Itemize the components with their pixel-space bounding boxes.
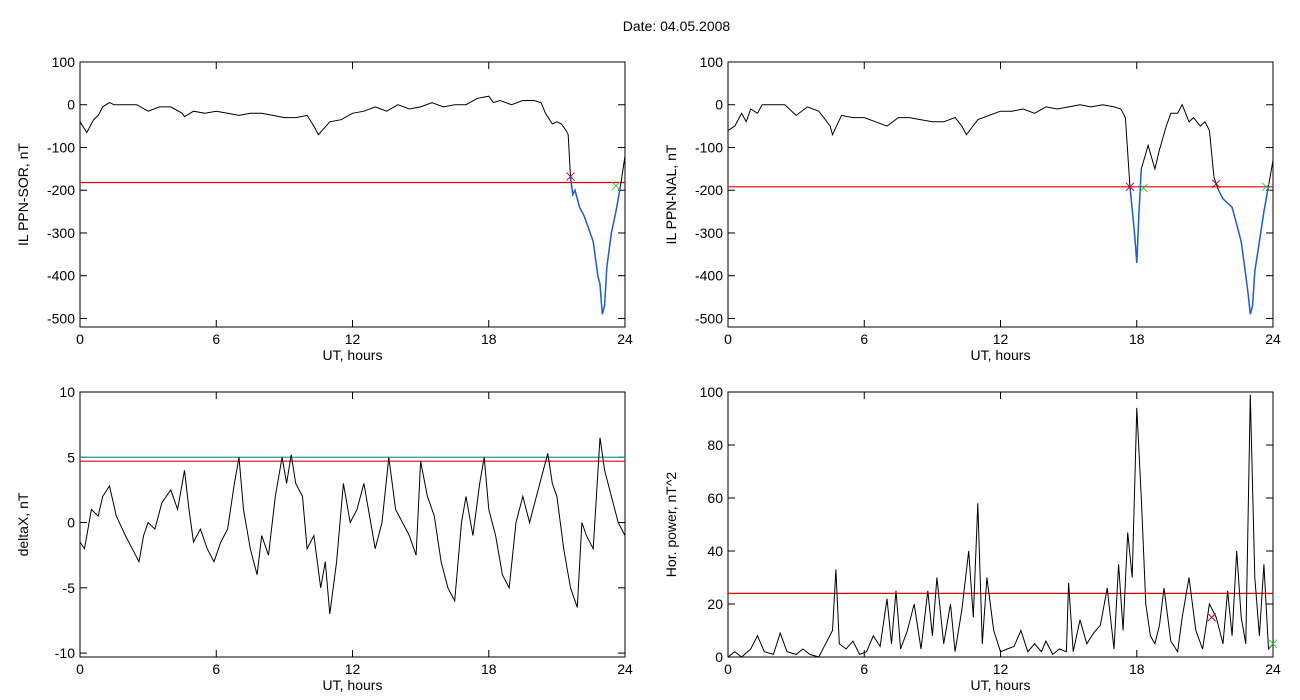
y-tick-label: -200: [695, 182, 723, 198]
highlight-segment: [1129, 168, 1143, 263]
x-tick-label: 6: [212, 661, 220, 677]
y-tick-label: 0: [715, 649, 723, 665]
marker-stroke: [566, 172, 575, 181]
y-tick-label: -10: [55, 645, 75, 661]
panel-hor-power: 0 6 12 18 24 100 80 60 40 20 0 Hor. power, nT^2 UT, …: [663, 384, 1281, 693]
y-tick-label: -5: [63, 580, 76, 596]
y-tick-label: 100: [700, 384, 724, 400]
y-tick-label: 100: [700, 54, 724, 70]
y-axis-label: Hor. power, nT^2: [663, 472, 679, 578]
marker-stroke: [1207, 612, 1217, 622]
x-tick-label: 6: [860, 661, 868, 677]
x-tick-label: 24: [617, 331, 633, 347]
event-start-marker: [566, 172, 575, 181]
highlight-segment: [1217, 185, 1270, 315]
page-title: Date: 04.05.2008: [622, 18, 731, 34]
x-tick-label: 18: [1129, 661, 1145, 677]
y-axis-label: IL PPN-NAL, nT: [663, 144, 679, 244]
y-tick-label: -300: [47, 225, 75, 241]
event-end-marker: [1268, 639, 1278, 649]
y-axis-label: IL PPN-SOR, nT: [15, 143, 31, 246]
x-tick-label: 18: [481, 331, 497, 347]
y-tick-label: 80: [707, 437, 723, 453]
panel-deltax: 0 6 12 18 24 10 5 0 -5 -10 deltaX, nT UT, hours: [15, 384, 633, 693]
y-tick-label: 0: [67, 515, 75, 531]
y-tick-label: 60: [707, 490, 723, 506]
series-line: [727, 103, 1274, 315]
x-axis-label: UT, hours: [323, 347, 383, 363]
x-tick-label: 0: [724, 331, 732, 347]
y-tick-label: 5: [67, 449, 75, 465]
x-axis-label: UT, hours: [971, 677, 1031, 693]
y-tick-label: 20: [707, 596, 723, 612]
x-tick-label: 12: [993, 661, 1009, 677]
y-axis-label: deltaX, nT: [15, 492, 31, 556]
y-tick-label: 40: [707, 543, 723, 559]
marker-stroke: [1125, 182, 1135, 192]
x-tick-label: 18: [481, 661, 497, 677]
event-end-marker: [1139, 183, 1148, 193]
x-tick-label: 24: [1265, 661, 1281, 677]
plot-frame: [727, 391, 1274, 658]
panel-il-ppn-nal: 0 6 12 18 24 100 0 -100 -200 -300 -400 -500 IL PPN-N…: [663, 54, 1281, 363]
plot-frame: [727, 61, 1274, 328]
x-tick-label: 24: [1265, 331, 1281, 347]
event-end-marker: [611, 181, 621, 191]
x-tick-label: 0: [76, 661, 84, 677]
highlight-segment: [569, 177, 622, 315]
panel-il-ppn-sor: 0 6 12 18 24 100 0 -100 -200 -300 -400 -500 IL PPN-S…: [15, 54, 633, 363]
y-tick-label: -500: [47, 310, 75, 326]
y-tick-label: -100: [695, 139, 723, 155]
plot-frame: [79, 61, 626, 328]
y-tick-label: -400: [47, 268, 75, 284]
y-tick-label: 0: [715, 97, 723, 113]
series-line: [727, 394, 1274, 658]
y-tick-label: -400: [695, 268, 723, 284]
y-tick-label: -500: [695, 310, 723, 326]
x-axis-label: UT, hours: [971, 347, 1031, 363]
x-tick-label: 6: [860, 331, 868, 347]
y-tick-label: 10: [59, 384, 75, 400]
x-tick-label: 12: [993, 331, 1009, 347]
y-tick-label: -100: [47, 139, 75, 155]
plot-frame: [79, 391, 626, 658]
marker-stroke: [1268, 639, 1278, 649]
x-tick-label: 0: [724, 661, 732, 677]
x-tick-label: 0: [76, 331, 84, 347]
marker-stroke: [611, 181, 621, 191]
x-tick-label: 6: [212, 331, 220, 347]
x-tick-label: 12: [345, 661, 361, 677]
series-line: [79, 95, 626, 315]
y-tick-label: 0: [67, 97, 75, 113]
event-start-marker: [1211, 179, 1221, 189]
y-tick-label: 100: [52, 54, 76, 70]
x-tick-label: 18: [1129, 331, 1145, 347]
y-tick-label: -200: [47, 182, 75, 198]
y-tick-label: -300: [695, 225, 723, 241]
marker-stroke: [1261, 182, 1271, 192]
event-start-marker: [1125, 182, 1135, 192]
event-start-marker: [1207, 612, 1217, 622]
x-axis-label: UT, hours: [323, 677, 383, 693]
x-tick-label: 24: [617, 661, 633, 677]
marker-stroke: [1211, 179, 1221, 189]
x-tick-label: 12: [345, 331, 361, 347]
event-end-marker: [1261, 182, 1271, 192]
marker-stroke: [1139, 183, 1148, 193]
series-line: [79, 437, 626, 614]
